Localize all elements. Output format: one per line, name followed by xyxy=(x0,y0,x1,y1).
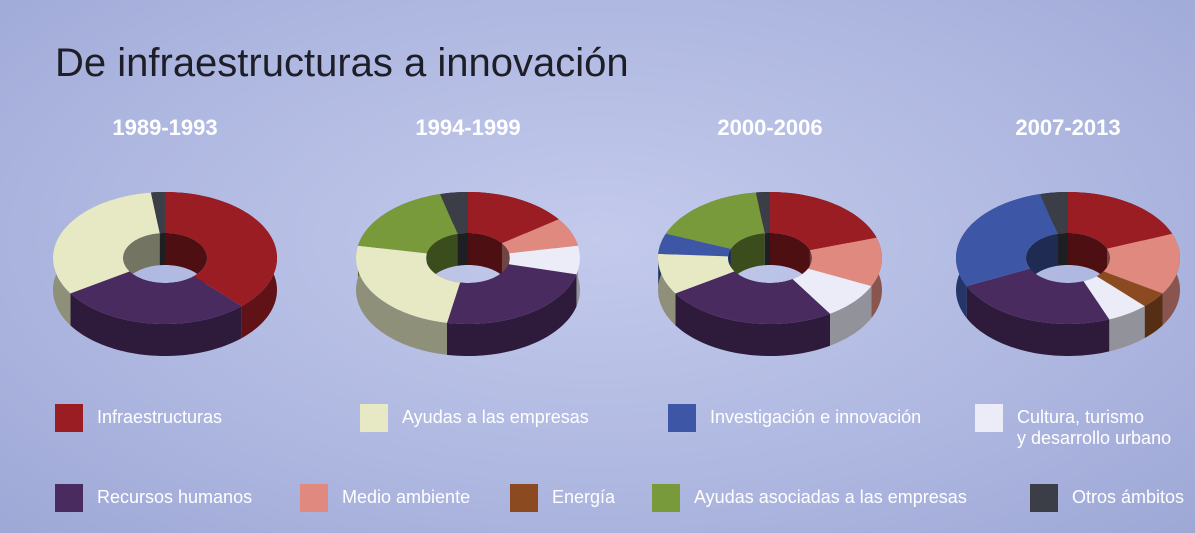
legend-label: Ayudas asociadas a las empresas xyxy=(694,487,967,507)
chart-title: 1989-1993 xyxy=(112,115,217,140)
legend-swatch xyxy=(1030,484,1058,512)
slice xyxy=(1040,192,1068,234)
slice xyxy=(808,237,882,287)
slice-inner-wall xyxy=(123,233,160,304)
chart-title: 2000-2006 xyxy=(717,115,822,140)
legend-swatch xyxy=(55,404,83,432)
slice xyxy=(1103,233,1180,294)
slice-inner-wall xyxy=(426,233,458,286)
slice xyxy=(501,219,579,254)
slice xyxy=(675,271,831,324)
page-title: De infraestructuras a innovación xyxy=(55,41,629,85)
legend-item: Ayudas asociadas a las empresas xyxy=(652,484,967,512)
legend-label: Investigación e innovación xyxy=(710,407,922,427)
slice-inner-wall xyxy=(1068,233,1108,281)
legend-label: Ayudas a las empresas xyxy=(402,407,589,427)
legend-item: Recursos humanos xyxy=(55,484,252,512)
slice xyxy=(792,268,872,314)
slice-side xyxy=(830,286,872,346)
slice xyxy=(70,271,242,324)
slice xyxy=(165,192,277,307)
legend-label: Medio ambiente xyxy=(342,487,471,507)
slice xyxy=(770,192,877,251)
donut xyxy=(356,192,580,356)
slice-side xyxy=(966,286,1110,356)
legend-item: Otros ámbitos xyxy=(1030,484,1184,512)
slice xyxy=(956,194,1058,287)
slice xyxy=(1096,271,1163,307)
chart-title: 2007-2013 xyxy=(1015,115,1120,140)
legend-swatch xyxy=(668,404,696,432)
slice-inner-wall xyxy=(1057,233,1068,266)
slice xyxy=(447,264,577,324)
slice xyxy=(440,192,468,234)
legend-swatch xyxy=(652,484,680,512)
slice-inner-wall xyxy=(468,233,502,276)
legend-item: Investigación e innovación xyxy=(668,404,921,432)
slice xyxy=(1068,192,1173,249)
slice-inner-wall xyxy=(457,233,468,266)
slice-inner-wall xyxy=(764,233,770,266)
legend-item: Ayudas a las empresas xyxy=(360,404,589,432)
legend-label: Cultura, turismo y desarrollo urbano xyxy=(1017,407,1172,448)
slice-inner-wall xyxy=(770,233,810,283)
legend-swatch xyxy=(510,484,538,512)
slice xyxy=(1083,276,1145,320)
slice xyxy=(356,245,461,323)
slice-side xyxy=(356,245,448,355)
legend-item: Cultura, turismo y desarrollo urbano xyxy=(975,404,1171,449)
slice-side xyxy=(447,274,577,356)
donut xyxy=(658,192,882,356)
slice xyxy=(658,233,731,257)
legend-swatch xyxy=(360,404,388,432)
slice-inner-wall xyxy=(159,233,165,266)
donut xyxy=(956,192,1180,356)
slice-inner-wall xyxy=(1026,233,1058,301)
legend-label: Infraestructuras xyxy=(97,407,223,427)
slice xyxy=(150,192,165,234)
legend-label: Recursos humanos xyxy=(97,487,253,507)
slice xyxy=(665,192,765,249)
donut xyxy=(53,192,277,356)
slice xyxy=(966,268,1110,324)
legend-swatch xyxy=(55,484,83,512)
slice-side xyxy=(1144,293,1163,339)
slice-side xyxy=(70,293,242,356)
slice-side xyxy=(675,293,831,356)
slice xyxy=(658,253,735,294)
legend-item: Energía xyxy=(510,484,615,512)
slice xyxy=(357,194,458,254)
slice xyxy=(53,192,160,294)
slice xyxy=(468,192,559,244)
slice xyxy=(508,245,580,275)
legend-swatch xyxy=(975,404,1003,432)
chart-title: 1994-1999 xyxy=(415,115,520,140)
slice-side xyxy=(658,253,676,326)
legend-label: Otros ámbitos xyxy=(1072,487,1185,507)
legend-swatch xyxy=(300,484,328,512)
legend-item: Infraestructuras xyxy=(55,404,222,432)
slice xyxy=(755,192,770,234)
legend-label: Energía xyxy=(552,487,616,507)
legend-item: Medio ambiente xyxy=(300,484,470,512)
slice-inner-wall xyxy=(730,233,765,281)
slice-side xyxy=(1109,306,1145,352)
